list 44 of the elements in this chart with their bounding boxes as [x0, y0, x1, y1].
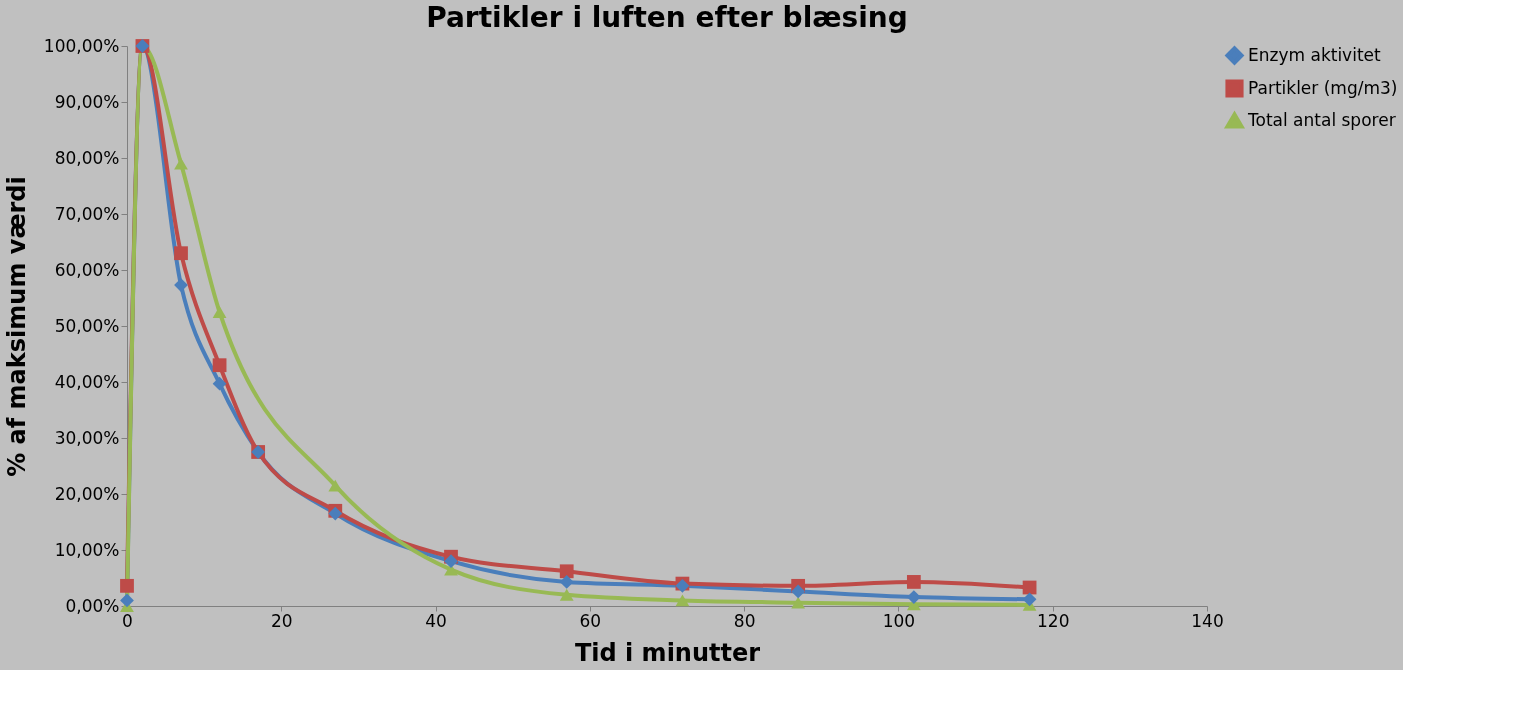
- point: [174, 157, 188, 170]
- point: [791, 596, 806, 609]
- x-tick-label: 20: [270, 610, 293, 631]
- x-tick-label: 80: [733, 610, 756, 631]
- point: [559, 588, 574, 601]
- y-tick-label: 90,00%: [54, 91, 120, 112]
- point: [174, 278, 188, 293]
- y-tick-label: 50,00%: [54, 315, 120, 336]
- point: [212, 376, 227, 391]
- point: [120, 593, 134, 608]
- x-axis-title: Tid i minutter: [574, 638, 761, 667]
- legend-label: Enzym aktivitet: [1248, 44, 1382, 65]
- point: [212, 306, 227, 318]
- point: [328, 479, 343, 492]
- y-tick-label: 100,00%: [43, 35, 120, 56]
- y-tick-label: 80,00%: [54, 147, 120, 168]
- point: [444, 554, 458, 569]
- y-tick-label: 60,00%: [54, 259, 120, 280]
- y-tick-label: 40,00%: [54, 371, 120, 392]
- legend-label: Total antal sporer: [1247, 109, 1396, 130]
- point: [120, 578, 134, 593]
- point: [675, 594, 690, 607]
- chart-title: Partikler i luften efter blæsing: [426, 1, 908, 34]
- x-tick-label: 140: [1191, 610, 1224, 631]
- point: [174, 246, 188, 261]
- point: [791, 584, 806, 599]
- x-tick-label: 0: [122, 610, 133, 631]
- y-tick-label: 0,00%: [65, 595, 120, 616]
- y-tick-label: 70,00%: [54, 203, 120, 224]
- point: [559, 564, 574, 579]
- x-tick-label: 100: [882, 610, 916, 631]
- x-tick-label: 120: [1036, 610, 1070, 631]
- x-tick-label: 40: [425, 610, 447, 631]
- legend-label: Partikler (mg/m3): [1248, 77, 1398, 98]
- point: [906, 590, 921, 604]
- y-tick-label: 30,00%: [54, 427, 120, 448]
- point: [906, 575, 921, 589]
- y-tick-label: 20,00%: [54, 483, 120, 504]
- point: [559, 575, 574, 589]
- y-axis-title: % af maksimum værdi: [2, 176, 31, 477]
- x-tick-label: 60: [579, 610, 602, 631]
- point: [1022, 592, 1037, 607]
- point: [212, 358, 227, 373]
- y-tick-label: 10,00%: [54, 539, 120, 560]
